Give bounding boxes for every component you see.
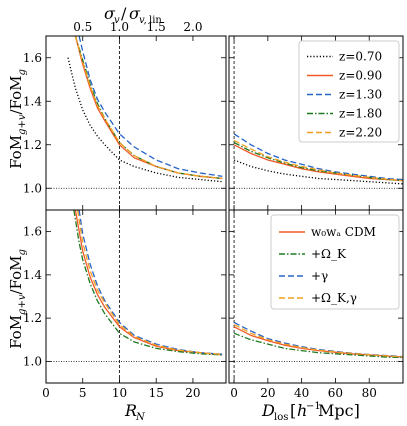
series-line — [233, 159, 403, 185]
legend-box — [298, 40, 400, 143]
x-tick-label: 0 — [42, 386, 50, 400]
panels: 1.0 1.2 1.4 1.6 0.5 1.0 1.5 2.0 z=0.70 z=0.90 z=1.… — [23, 20, 404, 400]
y-tick-label: 1.4 — [23, 94, 42, 108]
ylabel-bottom: FoMg+v/FoMg — [7, 249, 28, 349]
legend-label: +Ω_K,γ — [311, 291, 357, 305]
y-tick-label: 1.0 — [23, 181, 42, 195]
legend: z=0.70 z=0.90 z=1.30 z=1.80 z=2.20 — [298, 40, 400, 143]
legend-label: z=1.80 — [339, 107, 382, 121]
xlabel-dlos: D los [ h −1 Mpc] — [261, 401, 360, 423]
series-line — [67, 57, 223, 183]
series-group — [233, 133, 403, 185]
x-tick-label: 15 — [149, 386, 164, 400]
x-tick-label: 10 — [112, 386, 127, 400]
svg-text:/: / — [121, 4, 127, 23]
svg-text:[: [ — [290, 401, 296, 420]
series-line — [233, 139, 403, 182]
panel-frame — [45, 209, 227, 384]
svg-text:N: N — [135, 412, 146, 423]
svg-text:h: h — [297, 401, 307, 420]
legend-label: z=2.20 — [339, 126, 382, 140]
svg-text:FoMg+v/FoMg: FoMg+v/FoMg — [7, 69, 28, 169]
series-group — [73, 210, 223, 356]
series-line — [76, 210, 223, 356]
y-tick-label: 1.6 — [23, 225, 42, 239]
panel-bottom_left: 0 5 10 15 20 1.0 1.2 1.4 1.6 — [23, 209, 227, 400]
y-tick-label: 1.2 — [23, 138, 42, 152]
series-line — [233, 142, 403, 182]
svg-text:FoMg+v/FoMg: FoMg+v/FoMg — [7, 249, 28, 349]
svg-text:σ: σ — [104, 4, 116, 23]
x-tick-label: 20 — [185, 386, 200, 400]
series-line — [233, 144, 403, 182]
svg-text:σ: σ — [129, 4, 141, 23]
x-tick-label: 20 — [260, 386, 275, 400]
legend-label: +Ω_K — [311, 247, 347, 261]
series-line — [74, 210, 223, 356]
y-tick-label: 1.0 — [23, 354, 42, 368]
y-tick-label: 1.6 — [23, 51, 42, 65]
panel-frame — [228, 209, 404, 384]
panel-top_left: 1.0 1.2 1.4 1.6 0.5 1.0 1.5 2.0 — [23, 20, 227, 211]
ylabel-top: FoMg+v/FoMg — [7, 69, 28, 169]
panel-frame — [45, 35, 227, 211]
series-group — [67, 36, 223, 183]
series-line — [78, 36, 223, 177]
legend-label: z=0.90 — [339, 69, 382, 83]
x-tick-label: 40 — [294, 386, 309, 400]
x-tick-label: 80 — [362, 386, 377, 400]
series-line — [73, 210, 223, 356]
legend: w₀wₐ CDM +Ω_K +γ +Ω_K,γ — [270, 214, 400, 310]
svg-text:Mpc]: Mpc] — [318, 401, 360, 420]
svg-text:lin: lin — [149, 15, 162, 26]
legend-box — [270, 214, 400, 310]
top-tick-label: 2.0 — [183, 20, 202, 34]
series-line — [74, 36, 223, 180]
series-group — [233, 321, 403, 359]
top-tick-label: 1.0 — [110, 20, 129, 34]
panel-top_right: z=0.70 z=0.90 z=1.30 z=1.80 z=2.20 — [228, 35, 404, 211]
series-line — [233, 133, 403, 181]
series-line — [233, 324, 403, 358]
legend-label: z=0.70 — [339, 50, 382, 64]
series-line — [78, 210, 223, 355]
svg-text:v,: v, — [139, 15, 147, 26]
legend-label: z=1.30 — [339, 88, 382, 102]
series-line — [74, 36, 223, 180]
x-tick-label: 0 — [230, 386, 238, 400]
xlabel-rn: R N — [124, 401, 146, 423]
svg-text:−1: −1 — [306, 401, 321, 412]
svg-text:R: R — [124, 401, 137, 420]
panel-bottom_right: 0 20 40 60 80 w₀wₐ CDM +Ω_K +γ +Ω_K,γ — [228, 209, 404, 400]
svg-text:D: D — [261, 401, 275, 420]
series-line — [74, 36, 223, 180]
legend-label: +γ — [311, 269, 328, 283]
x-tick-label: 60 — [328, 386, 343, 400]
y-tick-label: 1.2 — [23, 311, 42, 325]
top-tick-label: 1.5 — [147, 20, 166, 34]
legend-label: w₀wₐ CDM — [311, 225, 376, 239]
top-tick-label: 0.5 — [73, 20, 92, 34]
svg-text:v: v — [114, 15, 120, 26]
svg-text:los: los — [274, 412, 288, 423]
series-line — [233, 321, 403, 358]
top-axis-title: σ v / σ v, lin — [104, 4, 162, 26]
y-tick-label: 1.4 — [23, 268, 42, 282]
series-line — [233, 332, 403, 359]
x-tick-label: 5 — [79, 386, 87, 400]
